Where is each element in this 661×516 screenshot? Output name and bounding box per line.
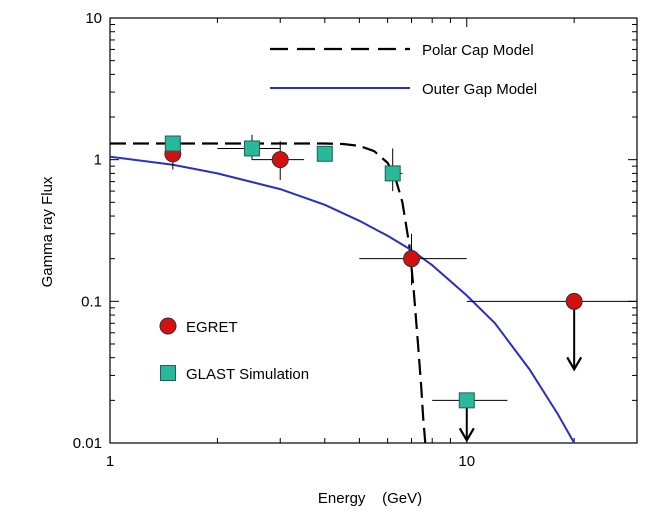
legend-line-label: Outer Gap Model — [422, 81, 537, 98]
x-tick-label: 10 — [458, 453, 475, 470]
glast-point — [384, 165, 401, 182]
x-tick-label: 1 — [106, 453, 114, 470]
data-points — [164, 134, 637, 443]
glast-point — [458, 392, 475, 409]
y-tick-label: 10 — [85, 10, 102, 27]
ticks: 1 10 0.01 0.1 1 10 — [73, 10, 638, 470]
y-tick-label: 0.1 — [81, 293, 102, 310]
plot-frame — [109, 17, 638, 444]
y-tick-label: 0.01 — [73, 435, 102, 452]
outer-gap-model-line — [109, 155, 576, 444]
glast-point — [164, 135, 181, 152]
model-lines — [109, 142, 576, 444]
legend-egret-marker — [159, 317, 177, 335]
x-axis-label: Energy (GeV) — [318, 490, 422, 507]
glast-point — [243, 140, 260, 157]
legend-glast-marker — [160, 365, 176, 381]
glast-point — [316, 145, 333, 162]
polar-cap-model-line — [110, 142, 427, 444]
y-axis-label: Gamma ray Flux — [39, 176, 56, 287]
egret-point — [565, 292, 583, 310]
egret-point — [271, 151, 289, 169]
blank-patch — [33, 483, 100, 516]
upper-limit-arrow-head — [566, 356, 583, 372]
y-tick-label: 1 — [94, 152, 102, 169]
legend-marker-label: GLAST Simulation — [186, 366, 309, 383]
legend: Polar Cap Model Outer Gap Model EGRET GLAST… — [159, 42, 537, 383]
upper-limit-arrow-head — [458, 427, 475, 443]
legend-marker-label: EGRET — [186, 319, 238, 336]
egret-point — [403, 250, 421, 268]
legend-line-label: Polar Cap Model — [422, 42, 534, 59]
axes — [109, 17, 638, 444]
